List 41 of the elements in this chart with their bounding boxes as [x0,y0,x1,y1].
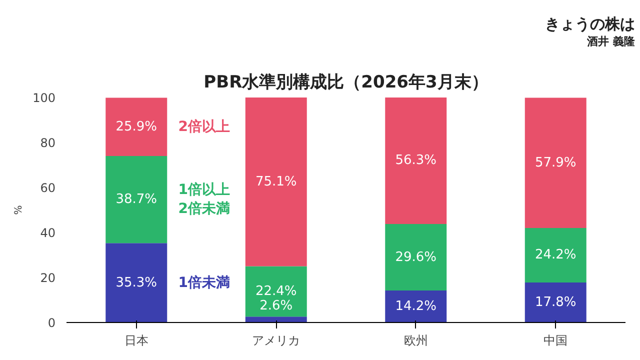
bar [245,98,307,266]
bar [245,316,307,322]
bar [385,290,447,322]
y-tick-label: 80 [40,136,56,150]
bar [106,156,168,244]
data-label: 57.9% [534,155,576,170]
x-tick-label: アメリカ [252,334,300,348]
bar [524,98,586,228]
x-tick-label: 日本 [124,334,148,348]
series-label: 1倍以上 2倍未満 [178,180,230,218]
y-tick-label: 20 [40,271,56,285]
text: 酒井 義隆 [586,34,635,49]
y-tick-label: 60 [40,181,56,195]
bar [106,98,168,156]
data-label: 38.7% [116,192,158,208]
data-label: 22.4% [255,284,297,299]
bar [245,266,307,317]
data-label: 24.2% [534,248,576,263]
y-tick-label: 100 [32,91,56,105]
y-axis-title: % [14,205,25,215]
data-label: 29.6% [395,250,437,265]
data-label: 14.2% [395,299,437,314]
data-label: 2.6% [260,298,293,314]
bar [106,243,168,322]
data-label: 75.1% [255,174,297,190]
data-label: 17.8% [534,294,576,310]
series-label: 2倍以上 [178,118,230,135]
bar [385,98,447,224]
data-label: 35.3% [116,275,158,290]
x-tick-label: 中国 [544,334,568,348]
text: きょうの株は [545,15,635,34]
data-label: 25.9% [116,119,158,134]
data-label: 56.3% [395,153,437,168]
x-tick-label: 欧州 [404,334,428,348]
bar [524,228,586,282]
y-tick-label: 0 [48,316,56,330]
series-label: 1倍未満 [178,274,230,291]
bar [385,224,447,291]
y-tick-label: 40 [40,226,56,240]
chart-title: PBR水準別構成比（2026年3月末） [204,72,488,92]
bar [524,282,586,322]
